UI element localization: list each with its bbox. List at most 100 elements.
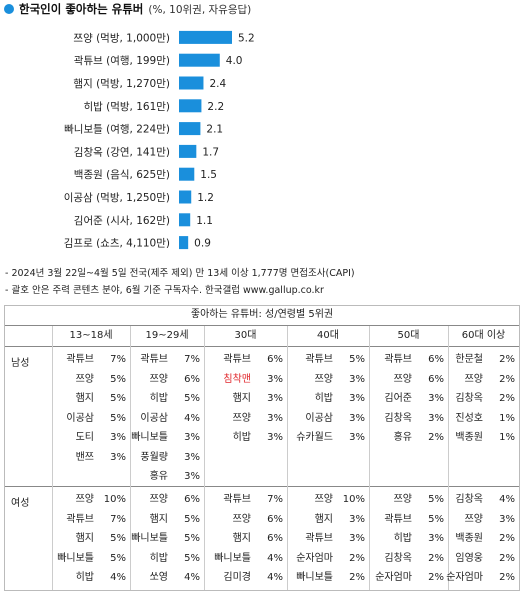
- percent-value: 3%: [184, 451, 200, 463]
- table-cell: 슈카월드 3%: [287, 428, 369, 448]
- percent-value: 4%: [110, 572, 126, 583]
- table-cell: 빠니보틀 5%: [130, 529, 204, 549]
- value-label: 2.1: [206, 124, 223, 136]
- percent-value: 2%: [499, 572, 515, 583]
- youtuber-name: 쯔양: [232, 412, 251, 424]
- bar-chart: 쯔양 (먹방, 1,000만) 5.2 곽튜브 (여행, 199만) 4.0 햄지 (먹…: [64, 30, 255, 250]
- value-label: 2.4: [209, 78, 226, 90]
- percent-value: 4%: [499, 494, 515, 505]
- table-cell: 밴쯔 3%: [52, 448, 130, 468]
- table-cell: 빠니보틀 4%: [204, 549, 287, 569]
- chart-title: 한국인이 좋아하는 유튜버: [19, 2, 144, 16]
- percent-value: 6%: [267, 354, 283, 365]
- percent-value: 3%: [184, 471, 200, 482]
- table-cell: 도티 3%: [52, 428, 130, 448]
- youtuber-name: 히밥: [149, 552, 168, 564]
- youtuber-name: 홍유: [149, 471, 168, 482]
- bar: [179, 30, 232, 44]
- percent-value: 2%: [499, 552, 515, 564]
- table-cell: 햄지 3%: [287, 510, 369, 530]
- table-cell: 햄지 6%: [204, 529, 287, 549]
- youtuber-name: 순자엄마: [446, 572, 483, 583]
- youtuber-name: 곽튜브: [305, 354, 333, 365]
- percent-value: 3%: [267, 412, 283, 424]
- percent-value: 3%: [267, 432, 283, 443]
- youtuber-name: 햄지: [314, 513, 333, 525]
- youtuber-name: 햄지: [232, 533, 251, 544]
- table-cell: 순자엄마 2%: [369, 568, 448, 588]
- youtuber-name: 김창옥: [384, 412, 412, 424]
- table-cell: 쯔양 10%: [52, 490, 130, 510]
- category-label: 김창옥 (강연, 141만): [74, 146, 170, 158]
- table-cell: 곽튜브 3%: [287, 529, 369, 549]
- table-cell: 이공삼 4%: [130, 409, 204, 429]
- category-label: 이공삼 (먹방, 1,250만): [64, 192, 170, 204]
- table-cell: 임영웅 2%: [448, 549, 519, 569]
- percent-value: 5%: [428, 494, 444, 505]
- percent-value: 5%: [110, 412, 126, 424]
- table-cell: 햄지 5%: [52, 529, 130, 549]
- table-cell: 순자엄마 2%: [287, 549, 369, 569]
- youtuber-name: 곽튜브: [66, 354, 94, 365]
- youtuber-name: 이공삼: [305, 412, 333, 424]
- table-cell: 빠니보틀 3%: [130, 428, 204, 448]
- table-cell: 쯔양 5%: [52, 370, 130, 390]
- bar: [179, 76, 204, 90]
- percent-value: 3%: [349, 533, 365, 544]
- chart-subtitle: (%, 10위권, 자유응답): [148, 3, 252, 16]
- table-cell: 햄지 3%: [204, 389, 287, 409]
- value-label: 2.2: [207, 101, 224, 113]
- youtuber-name: 쯔양: [393, 494, 412, 505]
- youtuber-name: 풍월량: [140, 451, 168, 463]
- table-cell: 한문철 2%: [448, 350, 519, 370]
- table-cell: 이공삼 5%: [52, 409, 130, 429]
- percent-value: 2%: [428, 552, 444, 564]
- youtuber-name: 곽튜브: [384, 354, 412, 365]
- table-cell: 곽튜브 6%: [204, 350, 287, 370]
- column-header: 60대 이상: [461, 330, 506, 341]
- percent-value: 5%: [184, 552, 200, 564]
- percent-value: 3%: [349, 393, 365, 404]
- youtuber-name: 한문철: [455, 354, 483, 365]
- percent-value: 2%: [349, 552, 365, 564]
- youtuber-name: 쯔양: [314, 373, 333, 385]
- column-divider: [448, 326, 449, 590]
- column-header: 13~18세: [69, 330, 113, 341]
- percent-value: 5%: [428, 513, 444, 525]
- youtuber-name: 백종원: [455, 432, 483, 443]
- table-cell: 백종원 2%: [448, 529, 519, 549]
- percent-value: 5%: [184, 513, 200, 525]
- percent-value: 6%: [184, 494, 200, 505]
- category-label: 햄지 (먹방, 1,270만): [73, 78, 170, 90]
- percent-value: 10%: [342, 494, 365, 505]
- bar: [179, 167, 195, 181]
- youtuber-name: 김미경: [223, 572, 251, 583]
- percent-value: 4%: [267, 552, 283, 564]
- youtuber-name: 임영웅: [455, 552, 483, 564]
- youtuber-name: 쯔양: [149, 373, 168, 385]
- percent-value: 2%: [499, 373, 515, 385]
- footnote-survey: - 2024년 3월 22일~4월 5일 전국(제주 제외) 만 13세 이상 …: [5, 268, 355, 279]
- table-cell: 곽튜브 6%: [369, 350, 448, 370]
- youtuber-name: 쯔양: [464, 513, 483, 525]
- table-cell: 쯔양 3%: [448, 510, 519, 530]
- youtuber-name: 쯔양: [314, 494, 333, 505]
- youtuber-name: 홍유: [393, 432, 412, 443]
- youtuber-name: 쯔양: [75, 373, 94, 385]
- youtuber-name: 쯔양: [75, 494, 94, 505]
- table-cell: 히밥 3%: [204, 428, 287, 448]
- percent-value: 5%: [110, 373, 126, 385]
- percent-value: 5%: [110, 393, 126, 404]
- youtuber-name: 곽튜브: [140, 354, 168, 365]
- youtuber-name: 슈카월드: [296, 432, 333, 443]
- table-rule: [5, 346, 519, 347]
- column-header: 50대: [397, 330, 420, 341]
- row-label: 여성: [11, 498, 30, 509]
- table-cell: 빠니보틀 5%: [52, 549, 130, 569]
- youtuber-name: 도티: [75, 432, 94, 443]
- table-cell: 곽튜브 7%: [52, 510, 130, 530]
- youtuber-name: 빠니보틀: [214, 552, 251, 564]
- table-cell: 쯔양 6%: [130, 490, 204, 510]
- table-cell: 쯔양 10%: [287, 490, 369, 510]
- bar: [179, 236, 189, 250]
